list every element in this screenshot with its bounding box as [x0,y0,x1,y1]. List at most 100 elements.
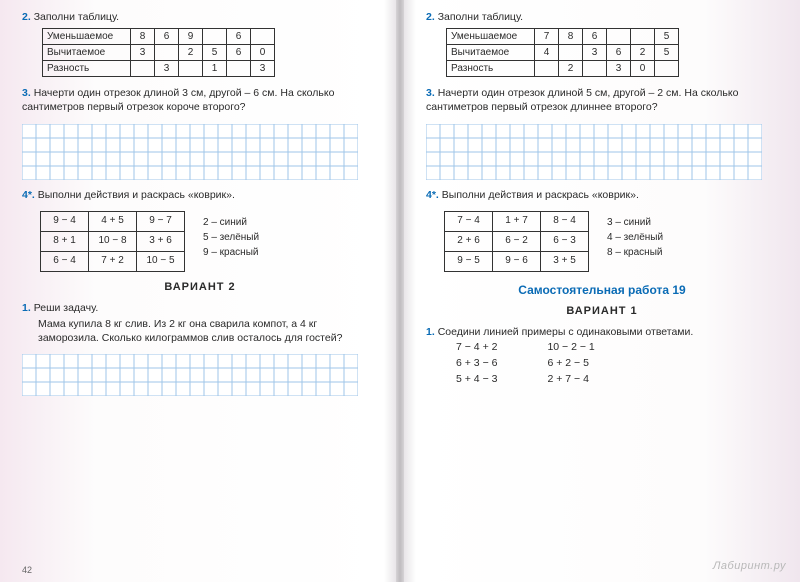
task-number: 1. [22,302,31,314]
cell [251,29,275,45]
cell: 6 [227,29,251,45]
row-label: Уменьшаемое [43,29,131,45]
task-body: Мама купила 8 кг слив. Из 2 кг она свари… [38,317,378,345]
legend-item: 9 – красный [203,245,259,260]
right-q4: 4*. Выполни действия и раскрась «коврик»… [426,188,778,202]
cell [607,29,631,45]
cell: 3 [607,61,631,77]
example-item: 5 + 4 − 3 [456,371,497,387]
expr-cell: 9 − 6 [493,251,541,271]
task-text: Выполни действия и раскрась «коврик». [38,189,235,201]
cell: 5 [203,45,227,61]
task-label: Реши задачу. [34,302,99,314]
cell: 2 [631,45,655,61]
left-q2: 2. Заполни таблицу. Уменьшаемое8696Вычит… [22,10,378,77]
expr-cell: 7 − 4 [445,211,493,231]
cell [535,61,559,77]
cell [583,61,607,77]
task-number: 3. [426,87,435,99]
legend-item: 4 – зелёный [607,230,663,245]
col-a: 7 − 4 + 26 + 3 − 65 + 4 − 3 [456,339,497,388]
cell: 6 [583,29,607,45]
cell: 6 [607,45,631,61]
left-q4-legend: 2 – синий5 – зелёный9 – красный [203,211,259,260]
cell: 2 [559,61,583,77]
cell [179,61,203,77]
right-q2-table: Уменьшаемое7865Вычитаемое43625Разность23… [446,28,679,77]
cell: 9 [179,29,203,45]
expr-cell: 9 − 5 [445,251,493,271]
left-page: 2. Заполни таблицу. Уменьшаемое8696Вычит… [0,0,400,582]
cell: 6 [155,29,179,45]
left-q3-grid [22,124,378,180]
task-text: Заполни таблицу. [438,11,523,23]
left-q3: 3. Начерти один отрезок длиной 3 см, дру… [22,86,378,114]
expr-cell: 3 + 5 [541,251,589,271]
left-q4-expr-table: 9 − 44 + 59 − 78 + 110 − 83 + 66 − 47 + … [40,211,185,272]
cell [631,29,655,45]
left-bottom-grid [22,354,378,396]
cell: 4 [535,45,559,61]
expr-cell: 4 + 5 [89,211,137,231]
watermark: Лабиринт.ру [713,560,786,572]
legend-item: 3 – синий [607,215,663,230]
task-number: 4*. [426,189,439,201]
cell: 5 [655,45,679,61]
expr-cell: 6 − 4 [41,251,89,271]
task-number: 3. [22,87,31,99]
cell: 0 [251,45,275,61]
task-text: Начерти один отрезок длиной 3 см, другой… [22,87,334,113]
expr-cell: 10 − 5 [137,251,185,271]
left-q4-body: 9 − 44 + 59 − 78 + 110 − 83 + 66 − 47 + … [40,211,378,272]
example-item: 7 − 4 + 2 [456,339,497,355]
cell [155,45,179,61]
expr-cell: 3 + 6 [137,231,185,251]
right-q3-grid [426,124,778,180]
example-item: 10 − 2 − 1 [547,339,594,355]
right-variant: ВАРИАНТ 1 [426,304,778,319]
example-item: 2 + 7 − 4 [547,371,594,387]
legend-item: 2 – синий [203,215,259,230]
cell: 7 [535,29,559,45]
cell: 8 [131,29,155,45]
cell [559,45,583,61]
row-label: Вычитаемое [43,45,131,61]
right-q1sw-cols: 7 − 4 + 26 + 3 − 65 + 4 − 3 10 − 2 − 16 … [456,339,778,388]
right-q2: 2. Заполни таблицу. Уменьшаемое7865Вычит… [426,10,778,77]
col-b: 10 − 2 − 16 + 2 − 52 + 7 − 4 [547,339,594,388]
cell: 3 [251,61,275,77]
expr-cell: 8 − 4 [541,211,589,231]
task-number: 2. [426,11,435,23]
example-item: 6 + 3 − 6 [456,355,497,371]
expr-cell: 10 − 8 [89,231,137,251]
cell [131,61,155,77]
page-number: 42 [22,564,32,576]
expr-cell: 9 − 4 [41,211,89,231]
expr-cell: 6 − 2 [493,231,541,251]
row-label: Разность [43,61,131,77]
cell [227,61,251,77]
row-label: Разность [447,61,535,77]
task-text: Выполни действия и раскрась «коврик». [442,189,639,201]
left-q2-table: Уменьшаемое8696Вычитаемое32560Разность31… [42,28,275,77]
left-variant: ВАРИАНТ 2 [22,280,378,295]
cell: 3 [131,45,155,61]
task-number: 2. [22,11,31,23]
cell: 5 [655,29,679,45]
cell: 2 [179,45,203,61]
cell: 8 [559,29,583,45]
expr-cell: 2 + 6 [445,231,493,251]
left-q1v2: 1. Реши задачу. Мама купила 8 кг слив. И… [22,301,378,346]
right-q4-body: 7 − 41 + 78 − 4 2 + 66 − 26 − 3 9 − 59 − 6… [444,211,778,272]
row-label: Уменьшаемое [447,29,535,45]
cell: 1 [203,61,227,77]
cell [655,61,679,77]
cell: 3 [155,61,179,77]
example-item: 6 + 2 − 5 [547,355,594,371]
task-number: 4*. [22,189,35,201]
cell [203,29,227,45]
right-page: 2. Заполни таблицу. Уменьшаемое7865Вычит… [400,0,800,582]
expr-cell: 1 + 7 [493,211,541,231]
expr-cell: 6 − 3 [541,231,589,251]
expr-cell: 9 − 7 [137,211,185,231]
